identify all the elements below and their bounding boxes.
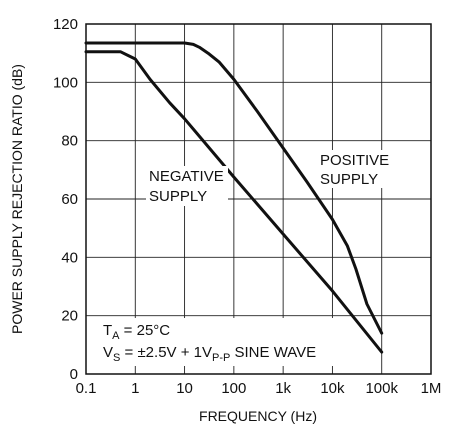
y-tick-label: 0 <box>70 366 78 383</box>
ta-sub: A <box>112 330 120 342</box>
x-tick-label: 10 <box>176 380 193 397</box>
negative-supply-line <box>84 50 384 354</box>
temperature-annotation: TA = 25°C <box>103 322 170 342</box>
x-tick-label: 1 <box>131 380 139 397</box>
x-tick-label: 1M <box>421 380 442 397</box>
negative-supply-label-line2: SUPPLY <box>149 188 207 205</box>
y-tick-label: 20 <box>61 308 78 325</box>
supply-annotation: VS = ±2.5V + 1VP-P SINE WAVE <box>103 344 316 364</box>
x-tick-label: 10k <box>320 380 345 397</box>
y-tick-label: 100 <box>53 74 78 91</box>
plot-frame <box>85 23 432 375</box>
y-tick-label: 40 <box>61 249 78 266</box>
y-tick-label: 80 <box>61 133 78 150</box>
ta-rest: = 25°C <box>120 322 171 339</box>
vs-rest: SINE WAVE <box>230 344 316 361</box>
ta-main: T <box>103 322 112 339</box>
negative-label-bg <box>146 166 228 206</box>
vs-sub: S <box>113 352 120 364</box>
positive-label-bg <box>318 150 394 188</box>
grid <box>85 23 432 375</box>
y-tick-label: 120 <box>53 16 78 33</box>
y-tick-label: 60 <box>61 191 78 208</box>
vs-mid: = ±2.5V + 1V <box>120 344 212 361</box>
x-tick-label: 100 <box>221 380 246 397</box>
vs-main: V <box>103 344 113 361</box>
x-tick-label: 100k <box>365 380 398 397</box>
vs-sub2: P-P <box>212 352 230 364</box>
tick-labels: 0.1 1 10 100 1k 10k 100k 1M 0 20 40 60 80 100 120 <box>53 16 441 397</box>
series-lines <box>84 41 384 354</box>
positive-supply-line <box>84 41 384 335</box>
x-tick-label: 0.1 <box>76 380 97 397</box>
x-axis-title: FREQUENCY (Hz) <box>199 408 317 424</box>
conditions-bg <box>100 318 344 366</box>
y-axis-title: POWER SUPPLY REJECTION RATIO (dB) <box>9 64 25 334</box>
x-tick-label: 1k <box>275 380 291 397</box>
negative-supply-label-line1: NEGATIVE <box>149 168 224 185</box>
positive-supply-label-line2: SUPPLY <box>320 171 378 188</box>
positive-supply-label-line1: POSITIVE <box>320 152 389 169</box>
